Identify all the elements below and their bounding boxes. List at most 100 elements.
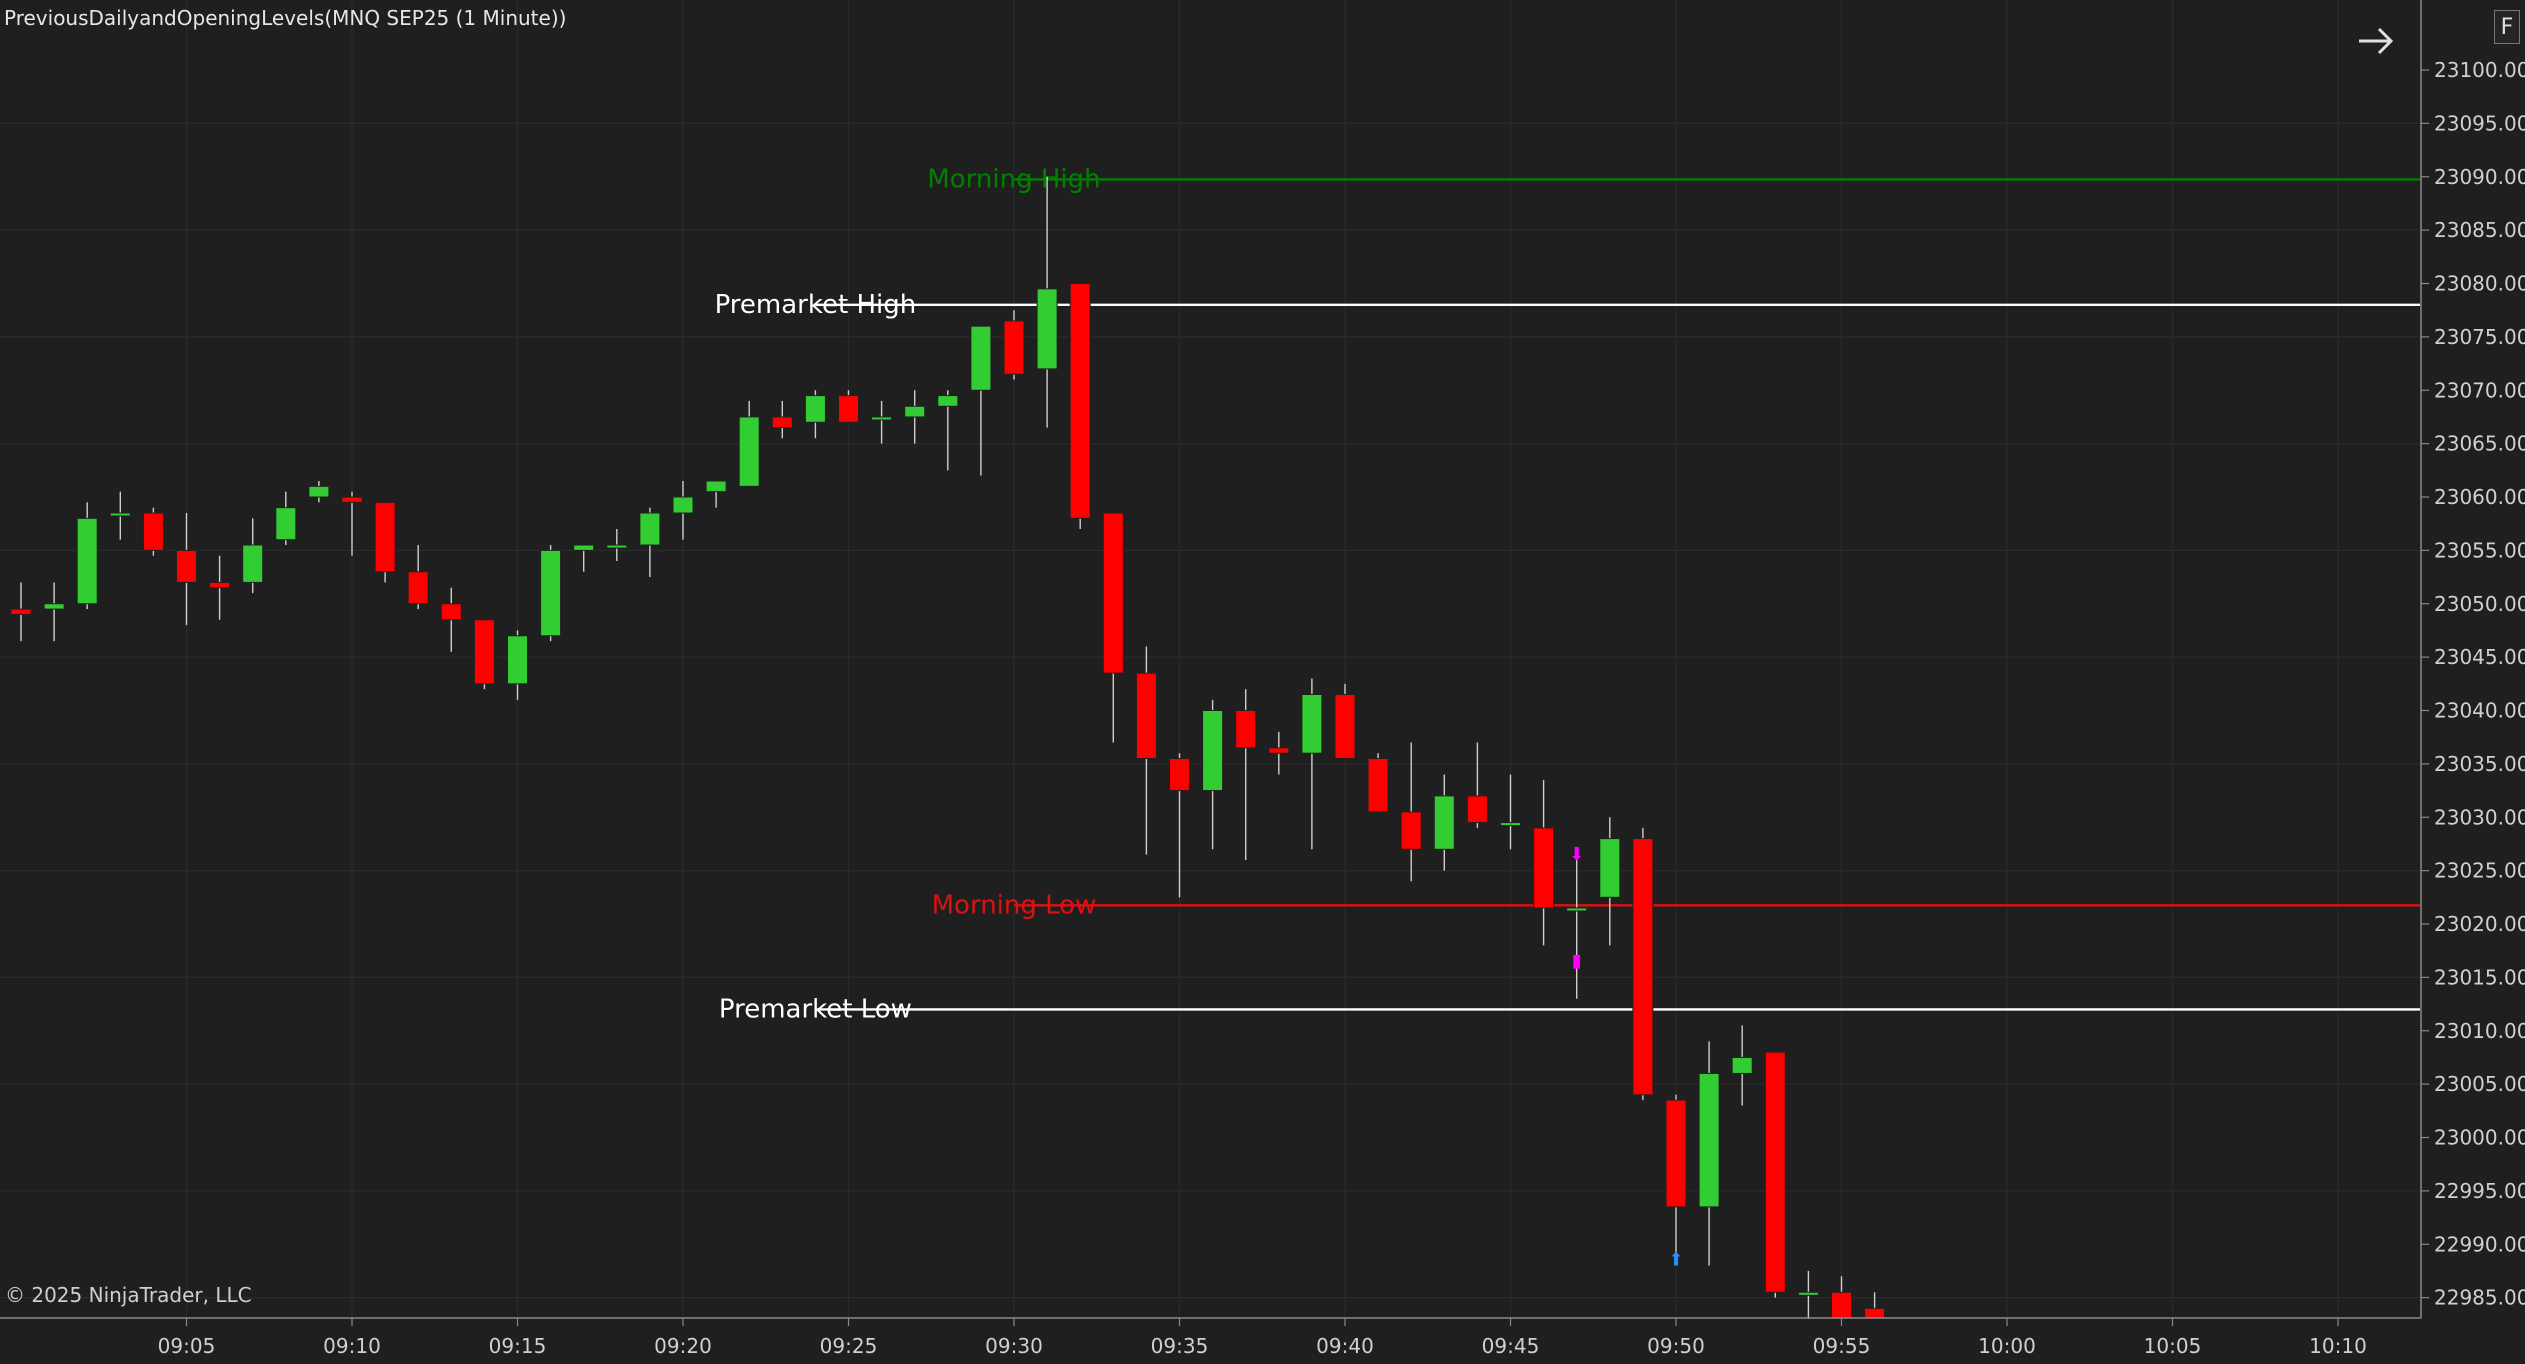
candle[interactable] [738,400,760,487]
candle[interactable] [970,325,992,476]
candle[interactable] [1500,774,1521,850]
candle[interactable] [1367,753,1389,813]
candle[interactable] [109,491,131,540]
candle[interactable] [606,529,628,562]
candle-body [10,608,32,615]
candle[interactable] [1135,646,1157,855]
candle[interactable] [639,507,661,578]
candle-body [1731,1056,1753,1074]
time-tick-label: 09:10 [323,1334,381,1358]
candle[interactable] [838,390,859,423]
price-axis[interactable]: 23100.00 23095.00 23090.00 23085.00 23080.00… [2421,58,2525,1310]
candle[interactable] [341,491,363,556]
candle[interactable] [771,400,793,439]
candle-body [1202,710,1224,792]
candle[interactable] [1003,310,1025,380]
candle[interactable] [1169,753,1190,898]
candle[interactable] [1334,683,1356,760]
candle-body [209,581,231,589]
candle[interactable] [937,390,959,471]
candle[interactable] [1864,1292,1886,1320]
candle[interactable] [1069,283,1091,530]
time-tick-label: 09:40 [1316,1334,1374,1358]
candle[interactable] [1202,699,1224,850]
candlesticks[interactable] [10,176,1886,1320]
candle[interactable] [1102,512,1124,743]
candle[interactable] [407,545,429,610]
candle[interactable] [1632,827,1654,1101]
arrow-right-icon[interactable] [2353,18,2399,64]
candle[interactable] [871,400,893,444]
price-tick-label: 23010.00 [2434,1019,2525,1043]
candle[interactable] [1764,1051,1786,1298]
time-tick-label: 10:00 [1978,1334,2036,1358]
candle-body [1764,1051,1786,1293]
candle[interactable] [1433,774,1455,871]
candle-body [904,405,926,418]
price-tick-label: 23100.00 [2434,58,2525,82]
candle[interactable] [374,501,396,583]
candle-body [43,603,65,610]
candle[interactable] [1566,849,1588,999]
candle[interactable] [1466,742,1488,828]
candle[interactable] [804,390,826,439]
candle[interactable] [672,480,694,540]
candle[interactable] [10,582,32,642]
candle-body [1466,795,1488,824]
level-label: Morning Low [932,890,1097,920]
candle[interactable] [705,480,727,508]
candle-body [1665,1099,1687,1208]
grid-lines [0,0,2420,1318]
candle-body [473,619,495,685]
candle-body [672,496,694,514]
candle-body [1268,747,1290,754]
candle-body [1632,838,1654,1096]
signal-arrow: ⬆ [1668,1250,1683,1271]
candle[interactable] [76,502,98,610]
candle[interactable] [1400,742,1422,882]
candle[interactable] [540,545,562,642]
price-tick-label: 23055.00 [2434,538,2525,562]
price-tick-label: 23005.00 [2434,1072,2525,1096]
candle-body [705,480,727,493]
candle-body [738,416,760,487]
candle[interactable] [275,491,297,546]
scale-fixed-button[interactable]: F [2494,10,2520,44]
candle[interactable] [209,555,231,620]
candle[interactable] [1665,1094,1687,1261]
candle[interactable] [904,390,926,444]
candle[interactable] [176,513,197,626]
candle-body [1235,710,1257,749]
candle-body [374,501,396,573]
signal-arrow: ⬇ [1569,844,1584,865]
candle[interactable] [43,582,65,642]
candle[interactable] [1731,1025,1753,1106]
candle[interactable] [142,507,164,556]
candle[interactable] [1533,779,1555,946]
candle[interactable] [1036,176,1058,428]
candle[interactable] [1698,1041,1720,1266]
candle[interactable] [242,518,264,594]
candle-body [771,416,793,429]
candle[interactable] [473,619,495,690]
candle[interactable] [1301,678,1323,850]
time-tick-label: 09:50 [1647,1334,1705,1358]
candle[interactable] [507,630,528,700]
candle[interactable] [1599,817,1621,946]
candle-body [142,512,164,551]
price-tick-label: 23085.00 [2434,218,2525,242]
candle[interactable] [1797,1270,1819,1319]
candle[interactable] [1268,731,1290,775]
candle[interactable] [440,587,462,652]
price-tick-label: 23050.00 [2434,592,2525,616]
candle[interactable] [308,480,330,503]
time-axis[interactable]: 09:05 09:10 09:15 09:20 09:25 09:30 09:35 09:40… [158,1318,2367,1358]
candle[interactable] [1235,689,1257,860]
level-label: Premarket High [715,290,917,320]
time-tick-label: 09:35 [1151,1334,1209,1358]
candle[interactable] [573,544,595,572]
price-tick-label: 23000.00 [2434,1126,2525,1150]
candle-body [871,416,893,421]
level-label: Morning High [927,164,1100,194]
